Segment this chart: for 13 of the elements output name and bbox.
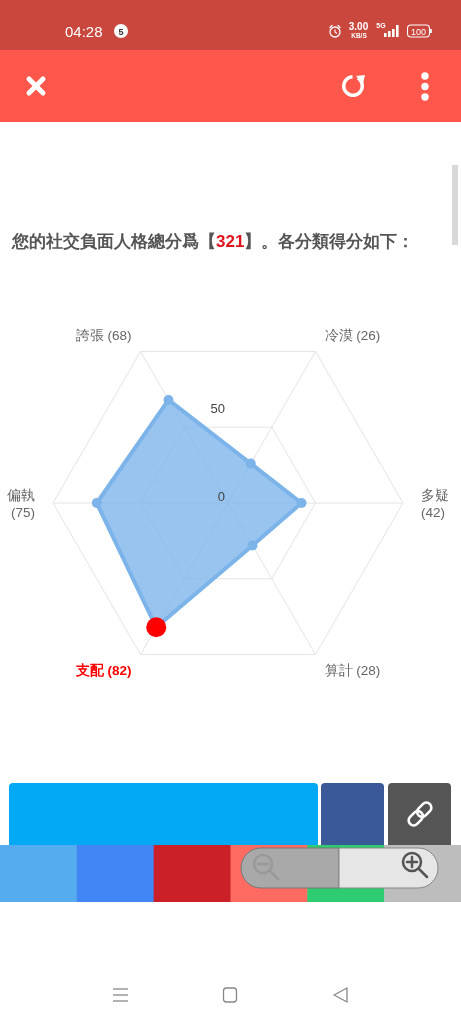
spoke-label: 偏執 (75) (7, 487, 35, 520)
text: 04:28 (65, 22, 103, 40)
spoke-label: 支配 (82) (74, 662, 132, 678)
text: 3.00 (348, 21, 369, 32)
y-tick-label: 0 (217, 488, 225, 504)
text: 100 (410, 26, 427, 37)
spoke-label: 多疑 (42) (421, 487, 449, 520)
spoke-label: 冷漠 (26) (324, 328, 381, 344)
text: 5 (118, 26, 124, 37)
spoke-label: 算計 (28) (324, 662, 381, 678)
spoke-label: 誇張 (68) (75, 328, 132, 344)
y-tick-label: 50 (210, 401, 225, 416)
chart-title: 您的社交負面人格總分爲【321】。各分類得分如下： (11, 231, 415, 251)
